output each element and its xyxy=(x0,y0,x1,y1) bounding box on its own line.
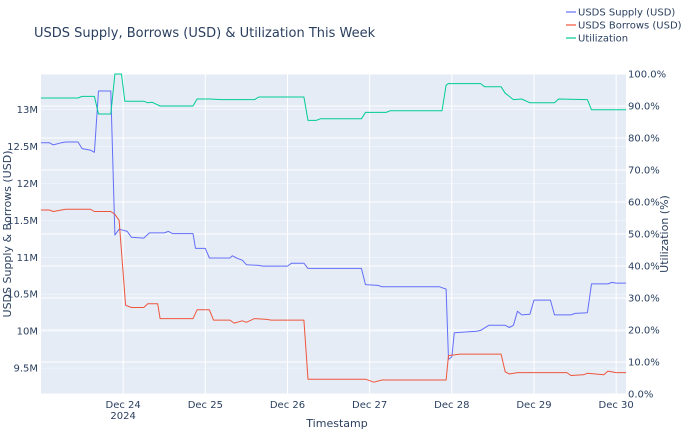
legend-item-label[interactable]: USDS Supply (USD) xyxy=(578,8,675,19)
legend-item-label[interactable]: Utilization xyxy=(578,34,628,45)
x-axis-title: Timestamp xyxy=(305,417,367,430)
legend-item-label[interactable]: USDS Borrows (USD) xyxy=(578,21,682,32)
x-tick-label: Dec 29 xyxy=(516,400,551,411)
y-right-tick-label: 40.0% xyxy=(628,262,660,273)
series-line-1 xyxy=(41,208,626,383)
y-left-tick-label: 11.5M xyxy=(7,216,38,227)
y-left-tick-label: 10.5M xyxy=(7,290,38,301)
legend[interactable]: USDS Supply (USD) USDS Borrows (USD) Utili… xyxy=(566,8,682,45)
series-line-0 xyxy=(41,90,626,360)
y-left-tick-label: 10M xyxy=(17,327,38,338)
y-right-tick-label: 100.0% xyxy=(628,70,666,81)
y-left-axis-title: USDS Supply & Borrows (USD) xyxy=(1,151,14,318)
y-right-tick-label: 80.0% xyxy=(628,134,660,145)
x-tick-label: Dec 27 xyxy=(352,400,387,411)
series-lines xyxy=(41,73,626,383)
x-tick-label: Dec 25 xyxy=(188,400,223,411)
series-line-2 xyxy=(41,73,626,121)
y-left-tick-label: 13M xyxy=(17,105,38,116)
y-left-tick-label: 11M xyxy=(17,253,38,264)
y-right-tick-label: 20.0% xyxy=(628,326,660,337)
chart-title: USDS Supply, Borrows (USD) & Utilization… xyxy=(34,26,376,41)
x-tick-label: Dec 26 xyxy=(270,400,305,411)
x-tick-sublabel: 2024 xyxy=(110,411,135,422)
horizontal-gridlines xyxy=(41,73,626,395)
y-right-tick-label: 50.0% xyxy=(628,230,660,241)
y-right-tick-label: 60.0% xyxy=(628,198,660,209)
vertical-gridlines xyxy=(122,74,617,394)
y-left-tick-label: 12.5M xyxy=(7,142,38,153)
y-left-tick-label: 9.5M xyxy=(13,364,38,375)
y-right-axis-title: Utilization (%) xyxy=(658,195,671,273)
x-tick-label: Dec 24 xyxy=(106,400,141,411)
x-tick-label: Dec 30 xyxy=(599,400,634,411)
y-left-tick-labels: 9.5M 10M 10.5M 11M 11.5M 12M 12.5M 13M xyxy=(7,105,38,375)
y-right-tick-label: 30.0% xyxy=(628,294,660,305)
y-right-tick-label: 10.0% xyxy=(628,358,660,369)
x-tick-label: Dec 28 xyxy=(434,400,469,411)
y-right-tick-label: 70.0% xyxy=(628,166,660,177)
y-left-tick-label: 12M xyxy=(17,179,38,190)
y-right-tick-label: 90.0% xyxy=(628,102,660,113)
y-right-tick-labels: 0.0% 10.0% 20.0% 30.0% 40.0% 50.0% 60.0% 70.0% 8… xyxy=(628,70,666,401)
y-right-tick-label: 0.0% xyxy=(628,390,653,401)
